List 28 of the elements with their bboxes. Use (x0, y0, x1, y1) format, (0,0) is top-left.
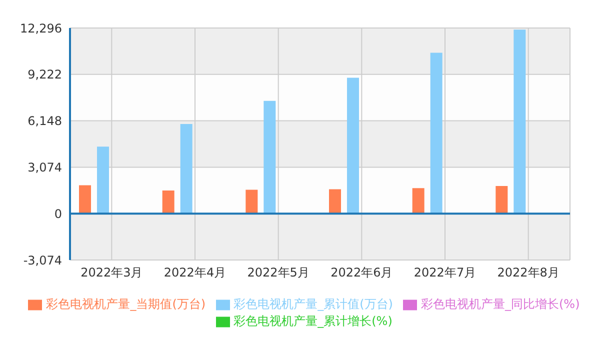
y-tick-label: -3,074 (23, 253, 62, 268)
y-tick-label: 6,148 (28, 114, 62, 128)
legend-label: 彩色电视机产量_当期值(万台) (46, 297, 206, 311)
y-tick-label: 12,296 (20, 21, 62, 36)
y-tick-label: 9,222 (28, 68, 62, 82)
bar (412, 188, 424, 214)
legend-label: 彩色电视机产量_累计值(万台) (234, 297, 393, 311)
legend-label: 彩色电视机产量_同比增长(%) (420, 297, 580, 311)
bar (329, 189, 341, 214)
x-tick-label: 2022年7月 (414, 266, 476, 280)
x-tick-label: 2022年4月 (164, 266, 226, 280)
bar (79, 185, 91, 214)
bar (430, 52, 442, 214)
y-tick-label: 0 (54, 206, 62, 221)
bar (97, 146, 109, 214)
y-tick-label: 3,074 (28, 160, 62, 174)
bar (246, 190, 258, 214)
x-tick-label: 2022年8月 (497, 266, 560, 280)
legend-label: 彩色电视机产量_累计增长(%) (234, 314, 392, 328)
x-tick-label: 2022年3月 (80, 266, 143, 280)
bar (180, 124, 192, 214)
x-tick-label: 2022年5月 (247, 266, 310, 280)
bar (514, 30, 526, 214)
bar (347, 78, 359, 214)
bar (162, 190, 174, 214)
x-tick-label: 2022年6月 (330, 266, 393, 280)
bar (496, 186, 508, 214)
bar (264, 100, 276, 214)
